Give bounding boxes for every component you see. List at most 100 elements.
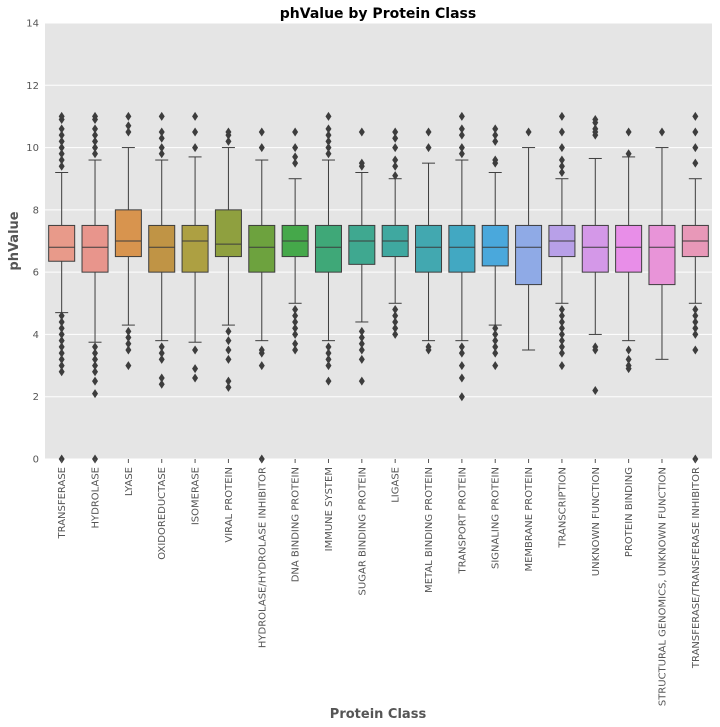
outlier-point	[625, 361, 632, 371]
outlier-point	[458, 361, 465, 371]
x-tick-label: HYDROLASE/HYDROLASE INHIBITOR	[257, 467, 268, 648]
outlier-point	[392, 133, 399, 143]
outlier-point	[58, 149, 65, 159]
outlier-point	[192, 143, 199, 153]
outlier-point	[58, 348, 65, 358]
box-oxidoreductase	[148, 111, 176, 389]
x-tick-label: ISOMERASE	[191, 467, 202, 525]
outlier-point	[325, 130, 332, 140]
box-metal-binding-protein	[415, 127, 443, 355]
outlier-point	[192, 111, 199, 121]
outlier-point	[92, 376, 99, 386]
outlier-point	[58, 136, 65, 146]
outlier-point	[592, 342, 599, 352]
outlier-point	[292, 311, 299, 321]
x-tick-label: TRANSFERASE	[57, 467, 68, 539]
outlier-point	[292, 345, 299, 355]
outlier-point	[692, 143, 699, 153]
outlier-point	[92, 348, 99, 358]
outlier-point	[58, 130, 65, 140]
box-iqr	[114, 209, 142, 258]
outlier-point	[125, 361, 132, 371]
outlier-point	[58, 354, 65, 364]
outlier-point	[625, 345, 632, 355]
outlier-point	[125, 333, 132, 343]
outlier-point	[558, 336, 565, 346]
outlier-point	[425, 127, 432, 137]
outlier-point	[592, 115, 599, 125]
outlier-point	[425, 143, 432, 153]
outlier-point	[92, 149, 99, 159]
box-lyase	[114, 111, 142, 371]
box-iqr	[214, 209, 242, 258]
outlier-point	[492, 136, 499, 146]
outlier-point	[492, 342, 499, 352]
outlier-point	[492, 329, 499, 339]
box-hydrolase-hydrolase-inhibitor	[248, 127, 276, 464]
outlier-point	[325, 376, 332, 386]
outlier-point	[192, 127, 199, 137]
y-tick-label: 12	[26, 81, 39, 92]
x-tick-label: TRANSPORT PROTEIN	[457, 467, 468, 574]
outlier-point	[225, 127, 232, 137]
outlier-point	[692, 317, 699, 327]
outlier-point	[458, 149, 465, 159]
outlier-point	[158, 379, 165, 389]
outlier-point	[492, 124, 499, 134]
y-tick-label: 0	[33, 455, 39, 466]
outlier-point	[92, 136, 99, 146]
outlier-point	[458, 130, 465, 140]
outlier-point	[92, 342, 99, 352]
outlier-point	[558, 361, 565, 371]
x-tick-label: SUGAR BINDING PROTEIN	[357, 467, 368, 595]
outlier-point	[558, 317, 565, 327]
outlier-point	[292, 317, 299, 327]
outlier-point	[292, 323, 299, 333]
outlier-point	[358, 333, 365, 343]
box-iqr	[181, 224, 209, 273]
outlier-point	[358, 376, 365, 386]
outlier-point	[425, 342, 432, 352]
outlier-point	[592, 124, 599, 134]
outlier-point	[58, 317, 65, 327]
outlier-point	[292, 158, 299, 168]
outlier-point	[558, 348, 565, 358]
outlier-point	[158, 348, 165, 358]
outlier-point	[458, 342, 465, 352]
outlier-point	[58, 111, 65, 121]
outlier-point	[392, 155, 399, 165]
box-iqr	[481, 224, 509, 267]
outlier-point	[325, 136, 332, 146]
outlier-point	[292, 127, 299, 137]
outlier-point	[258, 127, 265, 137]
outlier-point	[225, 382, 232, 392]
outlier-point	[358, 345, 365, 355]
outlier-point	[625, 149, 632, 159]
outlier-point	[558, 161, 565, 171]
outlier-point	[692, 111, 699, 121]
outlier-point	[125, 345, 132, 355]
outlier-point	[92, 354, 99, 364]
x-tick-label: IMMUNE SYSTEM	[324, 467, 335, 551]
x-tick-label: SIGNALING PROTEIN	[491, 467, 502, 569]
outlier-point	[158, 149, 165, 159]
outlier-point	[325, 111, 332, 121]
outlier-point	[58, 311, 65, 321]
box-dna-binding-protein	[281, 127, 309, 355]
outlier-point	[692, 305, 699, 315]
box-viral-protein	[214, 127, 242, 392]
outlier-point	[58, 143, 65, 153]
x-tick-label: TRANSCRIPTION	[557, 467, 568, 549]
x-axis-title: Protein Class	[330, 707, 427, 722]
box-immune-system	[314, 111, 342, 386]
outlier-point	[492, 348, 499, 358]
outlier-point	[58, 161, 65, 171]
outlier-point	[225, 336, 232, 346]
outlier-point	[692, 158, 699, 168]
outlier-point	[225, 354, 232, 364]
outlier-point	[292, 152, 299, 162]
outlier-point	[458, 111, 465, 121]
outlier-point	[492, 130, 499, 140]
x-tick-label: DNA BINDING PROTEIN	[291, 467, 302, 582]
x-axis: TRANSFERASE HYDROLASE LYASE OXIDOREDUCTASE I…	[57, 459, 702, 706]
